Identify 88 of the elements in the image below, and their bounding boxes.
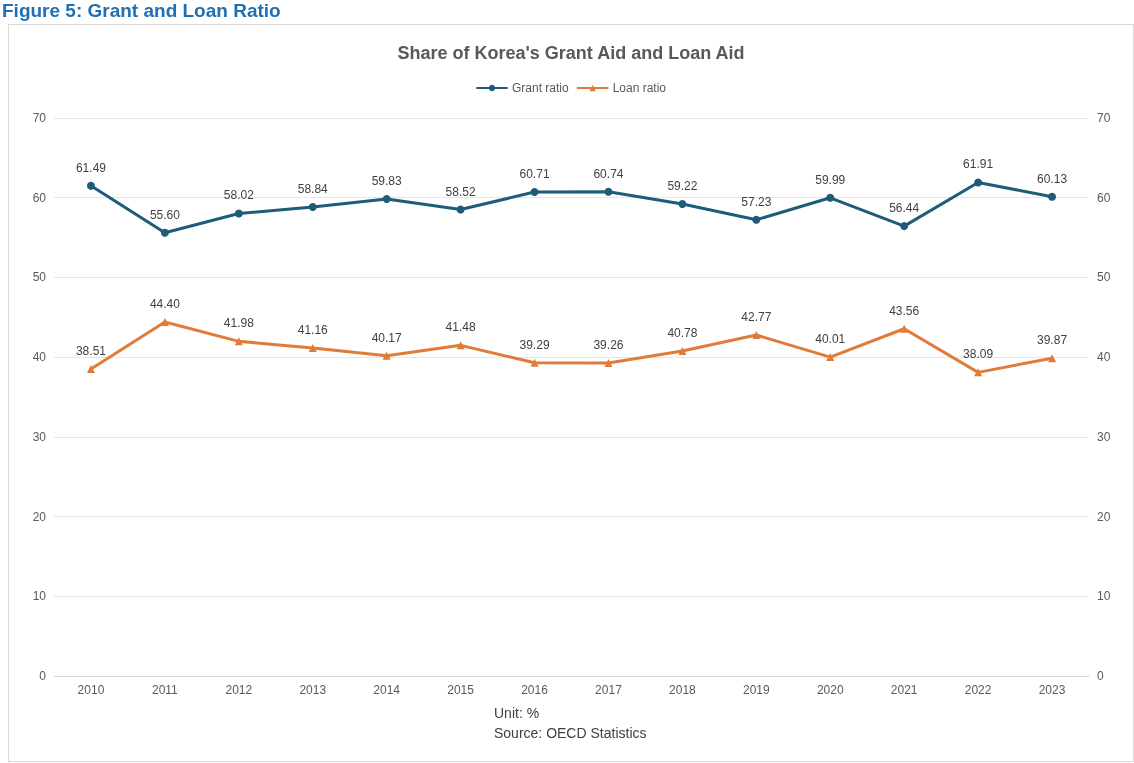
x-tick-label: 2014 <box>373 683 401 697</box>
data-label: 41.48 <box>445 320 476 335</box>
y2-tick-label: 50 <box>1097 270 1111 285</box>
x-tick-label: 2019 <box>742 683 770 697</box>
text: Unit: % <box>494 705 540 721</box>
point <box>1048 192 1057 201</box>
data-label: 40.17 <box>371 330 403 345</box>
point <box>160 228 169 237</box>
y-tick-label: 40 <box>32 350 47 365</box>
x-tick-label: 2015 <box>447 683 475 697</box>
point <box>900 324 909 333</box>
point <box>678 199 687 208</box>
y-tick-label: 50 <box>32 270 47 285</box>
point <box>974 178 983 187</box>
x-tick-label: 2017 <box>595 683 623 697</box>
point <box>1048 354 1057 363</box>
point <box>604 187 613 196</box>
data-label: 43.56 <box>889 303 920 318</box>
data-label: 40.01 <box>815 332 846 347</box>
data-label: 55.60 <box>149 207 181 222</box>
x-tick-label: 2010 <box>77 683 105 697</box>
data-label: 60.13 <box>1037 171 1068 186</box>
y-tick-label: 60 <box>32 190 47 205</box>
data-label: 60.71 <box>519 167 550 182</box>
y-tick-label: 0 <box>39 669 47 683</box>
data-label: 56.44 <box>889 201 920 216</box>
data-label: 60.74 <box>593 166 624 181</box>
data-label: 39.26 <box>593 338 624 353</box>
chart-subtitle: Share of Korea's Grant Aid and Loan Aid <box>397 43 745 63</box>
data-label: 59.83 <box>371 174 403 189</box>
y-tick-label: 70 <box>32 111 47 125</box>
legend-label: Grant ratio <box>511 81 569 95</box>
data-label: 58.02 <box>223 188 255 203</box>
point <box>86 181 95 190</box>
data-label: 42.77 <box>741 310 772 325</box>
y2-tick-label: 0 <box>1097 669 1104 683</box>
y2-tick-label: 60 <box>1097 190 1111 205</box>
data-label: 39.29 <box>519 337 550 352</box>
point <box>752 331 761 340</box>
x-tick-label: 2023 <box>1038 683 1066 697</box>
x-tick-label: 2018 <box>669 683 697 697</box>
point <box>456 205 465 214</box>
data-label: 38.09 <box>963 347 994 362</box>
data-label: 44.40 <box>149 297 181 312</box>
point <box>160 318 169 327</box>
x-tick-label: 2011 <box>151 683 179 697</box>
y2-tick-label: 20 <box>1097 509 1111 524</box>
data-label: 41.98 <box>223 316 255 331</box>
x-tick-label: 2021 <box>890 683 918 697</box>
data-label: 39.87 <box>1037 333 1068 348</box>
chart-title: Figure 5: Grant and Loan Ratio <box>2 0 281 22</box>
data-label: 57.23 <box>741 194 772 209</box>
point <box>382 351 391 360</box>
point <box>308 202 317 211</box>
y2-tick-label: 30 <box>1097 429 1111 444</box>
x-tick-label: 2020 <box>816 683 844 697</box>
point <box>530 358 539 367</box>
y-tick-label: 30 <box>32 429 47 444</box>
point <box>900 222 909 231</box>
data-label: 59.99 <box>815 172 846 187</box>
x-tick-label: 2022 <box>964 683 992 697</box>
x-tick-label: 2013 <box>299 683 327 697</box>
data-label: 61.49 <box>75 160 107 175</box>
x-tick-label: 2012 <box>225 683 253 697</box>
x-tick-label: 2016 <box>521 683 549 697</box>
data-label: 40.78 <box>667 325 698 340</box>
data-label: 38.51 <box>75 344 107 359</box>
point <box>604 359 613 368</box>
data-label: 61.91 <box>963 157 994 172</box>
point <box>530 188 539 197</box>
point <box>678 346 687 355</box>
y2-tick-label: 40 <box>1097 350 1111 365</box>
point <box>234 209 243 218</box>
y-tick-label: 10 <box>32 589 47 604</box>
data-label: 58.84 <box>297 181 329 196</box>
data-label: 59.22 <box>667 178 698 193</box>
y2-tick-label: 10 <box>1097 589 1111 604</box>
point <box>308 343 317 352</box>
data-label: 58.52 <box>445 184 476 199</box>
y-tick-label: 20 <box>32 509 47 524</box>
legend-label: Loan ratio <box>612 81 667 95</box>
y2-tick-label: 70 <box>1097 111 1111 125</box>
point <box>752 215 761 224</box>
point <box>382 195 391 204</box>
data-label: 41.16 <box>297 322 329 337</box>
point <box>86 365 95 374</box>
point <box>826 193 835 202</box>
source-note: Source: OECD Statistics <box>494 725 647 741</box>
